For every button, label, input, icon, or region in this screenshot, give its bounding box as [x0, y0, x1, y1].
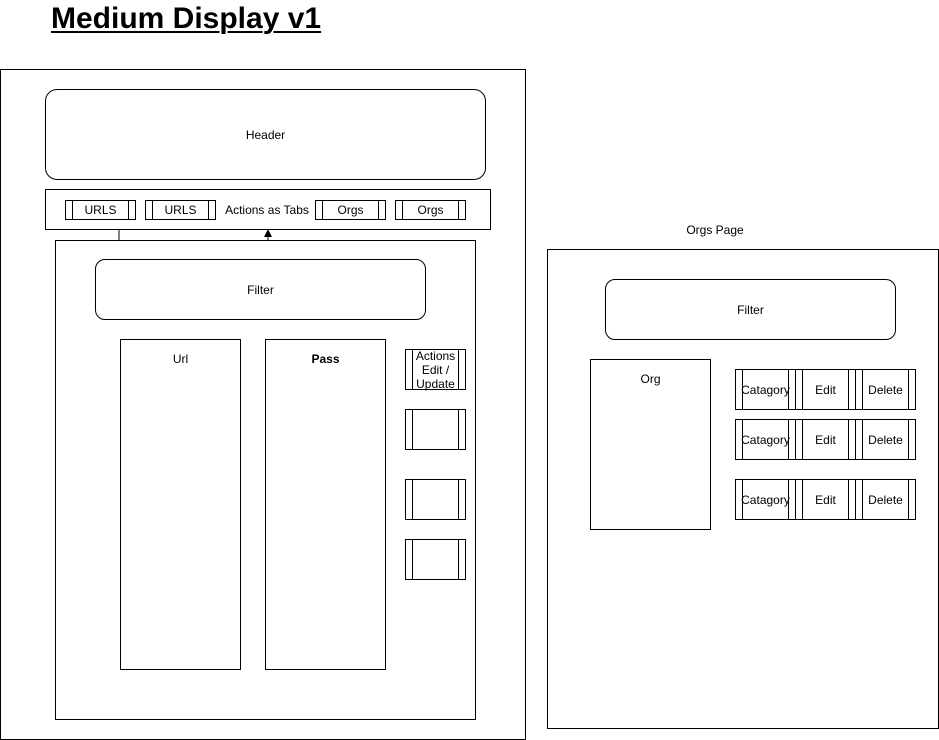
- edit-button[interactable]: Edit: [795, 479, 856, 520]
- delete-button[interactable]: Delete: [855, 419, 916, 460]
- delete-label: Delete: [868, 432, 903, 447]
- action-button[interactable]: [405, 409, 466, 450]
- edit-label: Edit: [815, 492, 836, 507]
- pass-column: Pass: [265, 339, 386, 670]
- pass-column-label: Pass: [311, 352, 340, 366]
- category-label: Catagory: [741, 492, 790, 507]
- orgs-page-label: Orgs Page: [686, 223, 744, 237]
- edit-label: Edit: [815, 432, 836, 447]
- category-label: Catagory: [741, 382, 790, 397]
- edit-button[interactable]: Edit: [795, 369, 856, 410]
- filter-box[interactable]: Filter: [95, 259, 426, 320]
- orgs-filter-box[interactable]: Filter: [605, 279, 896, 340]
- action-button[interactable]: [405, 479, 466, 520]
- tab-urls-2[interactable]: URLS: [145, 200, 216, 220]
- tab-orgs-1[interactable]: Orgs: [315, 200, 386, 220]
- delete-button[interactable]: Delete: [855, 479, 916, 520]
- edit-button[interactable]: Edit: [795, 419, 856, 460]
- actions-edit-update-button[interactable]: Actions Edit / Update: [405, 348, 466, 391]
- tab-label: Orgs: [337, 203, 364, 217]
- url-column-label: Url: [172, 352, 189, 366]
- content-panel: [55, 240, 476, 720]
- tab-label: URLS: [84, 203, 117, 217]
- org-column-label: Org: [640, 372, 661, 386]
- actions-label: Edit /: [421, 362, 450, 377]
- delete-label: Delete: [868, 492, 903, 507]
- tab-label: URLS: [164, 203, 197, 217]
- header-box: Header: [45, 89, 486, 180]
- tab-urls-1[interactable]: URLS: [65, 200, 136, 220]
- edit-label: Edit: [815, 382, 836, 397]
- delete-button[interactable]: Delete: [855, 369, 916, 410]
- tab-orgs-2[interactable]: Orgs: [395, 200, 466, 220]
- actions-label: Actions: [415, 348, 456, 363]
- category-button[interactable]: Catagory: [735, 369, 796, 410]
- category-button[interactable]: Catagory: [735, 479, 796, 520]
- actions-label: Update: [416, 376, 455, 391]
- tab-bar-label: Actions as Tabs: [225, 203, 309, 217]
- action-button[interactable]: [405, 539, 466, 580]
- tab-label: Orgs: [417, 203, 444, 217]
- category-label: Catagory: [741, 432, 790, 447]
- category-button[interactable]: Catagory: [735, 419, 796, 460]
- url-column: Url: [120, 339, 241, 670]
- delete-label: Delete: [868, 382, 903, 397]
- org-column: Org: [590, 359, 711, 530]
- page-title: Medium Display v1: [51, 2, 322, 35]
